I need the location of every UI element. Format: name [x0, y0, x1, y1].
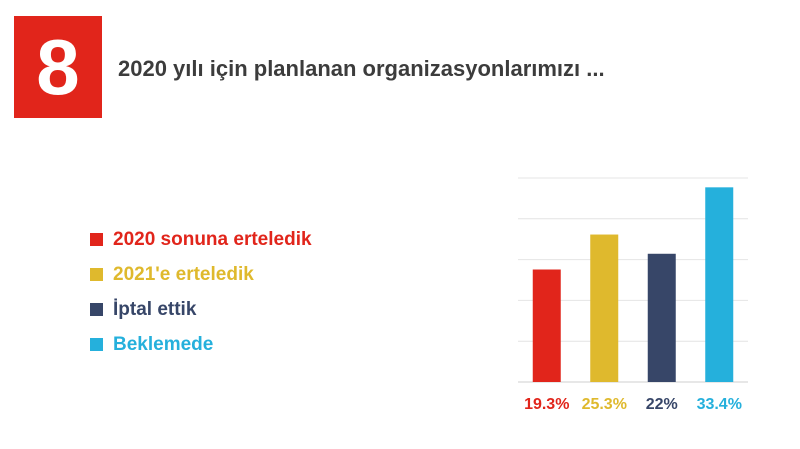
legend-label: Beklemede	[113, 333, 214, 355]
legend-swatch	[90, 233, 103, 246]
legend-swatch	[90, 268, 103, 281]
data-label-0: 19.3%	[524, 396, 569, 413]
chart-legend: 2020 sonuna erteledik 2021'e erteledik İ…	[90, 222, 312, 362]
bar-1	[590, 234, 619, 382]
bar-0	[532, 269, 561, 382]
legend-item-3: Beklemede	[90, 327, 312, 362]
page-title: 2020 yılı için planlanan organizasyonlar…	[118, 56, 605, 81]
legend-item-1: 2021'e erteledik	[90, 257, 312, 292]
legend-label: 2021'e erteledik	[113, 263, 254, 285]
bar-3	[705, 187, 734, 382]
data-label-1: 25.3%	[582, 396, 627, 413]
data-label-2: 22%	[646, 396, 678, 413]
legend-label: 2020 sonuna erteledik	[113, 228, 312, 250]
section-number: 8	[36, 23, 80, 111]
legend-label: İptal ettik	[113, 298, 197, 320]
legend-item-2: İptal ettik	[90, 292, 312, 327]
legend-swatch	[90, 303, 103, 316]
legend-item-0: 2020 sonuna erteledik	[90, 222, 312, 257]
bar-2	[647, 253, 676, 382]
section-number-badge: 8	[14, 16, 102, 118]
legend-swatch	[90, 338, 103, 351]
data-label-3: 33.4%	[697, 396, 742, 413]
